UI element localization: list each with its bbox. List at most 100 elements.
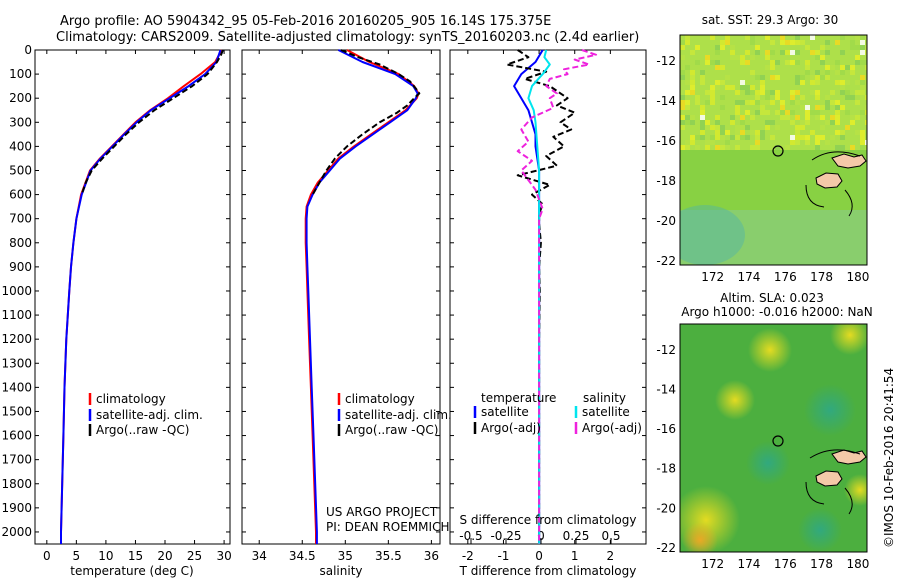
x-tick-label: 35.5 <box>375 549 402 563</box>
sst-pixel <box>790 60 795 65</box>
sst-pixel <box>680 70 685 75</box>
legend-satellite-adj: satellite-adj. clim. <box>96 408 203 422</box>
sst-pixel <box>760 135 765 140</box>
salinity-satellite-line <box>305 49 419 544</box>
depth-tick-label: 300 <box>9 115 32 129</box>
map-lon-label: 178 <box>810 557 833 571</box>
sst-pixel <box>715 65 720 70</box>
sst-pixel <box>805 140 810 145</box>
sst-pixel <box>780 115 785 120</box>
sst-pixel <box>750 55 755 60</box>
salinity-climatology-line <box>304 49 420 544</box>
sst-pixel <box>750 115 755 120</box>
sst-pixel <box>780 110 785 115</box>
sst-pixel <box>830 135 835 140</box>
sla-map-title: Altim. SLA: 0.023 <box>720 291 824 305</box>
legend-climatology: climatology <box>96 392 166 406</box>
sst-pixel <box>860 50 865 55</box>
sst-pixel <box>715 135 720 140</box>
sst-pixel <box>790 140 795 145</box>
sst-pixel <box>800 125 805 130</box>
sst-pixel <box>730 115 735 120</box>
sst-pixel <box>765 50 770 55</box>
sst-pixel <box>775 110 780 115</box>
sst-pixel <box>830 65 835 70</box>
map-lon-label: 178 <box>810 270 833 284</box>
sst-pixel <box>835 60 840 65</box>
sst-pixel <box>795 35 800 40</box>
sst-pixel <box>865 45 867 50</box>
temperature-legend: climatology satellite-adj. clim. Argo(..… <box>88 392 203 437</box>
depth-tick-label: 1100 <box>1 308 32 322</box>
sst-pixel <box>685 65 690 70</box>
sst-pixel <box>860 90 865 95</box>
sst-pixel <box>805 120 810 125</box>
sst-pixel <box>700 80 705 85</box>
depth-tick-label: 700 <box>9 212 32 226</box>
sst-pixel <box>815 140 820 145</box>
sst-pixel <box>695 100 700 105</box>
sst-pixel <box>755 135 760 140</box>
sst-pixel <box>745 60 750 65</box>
legend-header-temperature: temperature <box>481 391 556 405</box>
sst-pixel <box>825 40 830 45</box>
sst-pixel <box>825 120 830 125</box>
sst-pixel <box>780 35 785 40</box>
sst-pixel <box>690 140 695 145</box>
sst-pixel <box>685 80 690 85</box>
sst-pixel <box>705 140 710 145</box>
sst-pixel <box>825 75 830 80</box>
sst-pixel <box>740 85 745 90</box>
sst-pixel <box>720 80 725 85</box>
depth-tick-label: 1400 <box>1 380 32 394</box>
sst-pixel <box>790 50 795 55</box>
sst-pixel <box>790 120 795 125</box>
sst-pixel <box>710 95 715 100</box>
top-x-tick-label: 0.25 <box>563 529 590 543</box>
sst-pixel <box>845 65 850 70</box>
x-tick-label: 0 <box>43 549 51 563</box>
sst-pixel <box>835 40 840 45</box>
sst-pixel <box>770 40 775 45</box>
sst-pixel <box>805 60 810 65</box>
sst-pixel <box>860 130 865 135</box>
sst-pixel <box>705 60 710 65</box>
sst-pixel <box>770 65 775 70</box>
top-x-tick-label: -0.25 <box>490 529 521 543</box>
sst-pixel <box>755 130 760 135</box>
sst-pixel <box>760 100 765 105</box>
x-tick-label: 1 <box>571 549 579 563</box>
salinity-xlabel: salinity <box>319 564 362 578</box>
sst-pixel <box>825 50 830 55</box>
sst-pixel <box>840 145 845 150</box>
sst-pixel <box>690 135 695 140</box>
sst-pixel <box>770 60 775 65</box>
map-lat-label: -22 <box>656 541 676 555</box>
depth-tick-label: 200 <box>9 91 32 105</box>
x-tick-label: 5 <box>73 549 81 563</box>
sst-pixel <box>865 95 867 100</box>
sst-pixel <box>800 40 805 45</box>
sst-pixel <box>685 100 690 105</box>
sst-pixel <box>800 105 805 110</box>
sal-diff-argo-line <box>516 49 598 544</box>
sst-pixel <box>795 75 800 80</box>
map-lat-label: -18 <box>656 462 676 476</box>
sst-pixel <box>680 45 685 50</box>
temperature-satellite-line <box>60 49 222 544</box>
x-tick-label: 36 <box>424 549 439 563</box>
sst-pixel <box>685 105 690 110</box>
sst-pixel <box>745 125 750 130</box>
sst-pixel <box>775 90 780 95</box>
sst-pixel <box>780 100 785 105</box>
sst-pixel <box>790 135 795 140</box>
difference-legend: temperature salinity satellite Argo(-adj… <box>473 391 642 435</box>
sst-pixel <box>860 45 865 50</box>
legend-temp-satellite: satellite <box>481 405 529 419</box>
sst-pixel <box>865 110 867 115</box>
sst-pixel <box>680 105 685 110</box>
sst-pixel <box>820 125 825 130</box>
sst-pixel <box>835 100 840 105</box>
sst-pixel <box>695 60 700 65</box>
